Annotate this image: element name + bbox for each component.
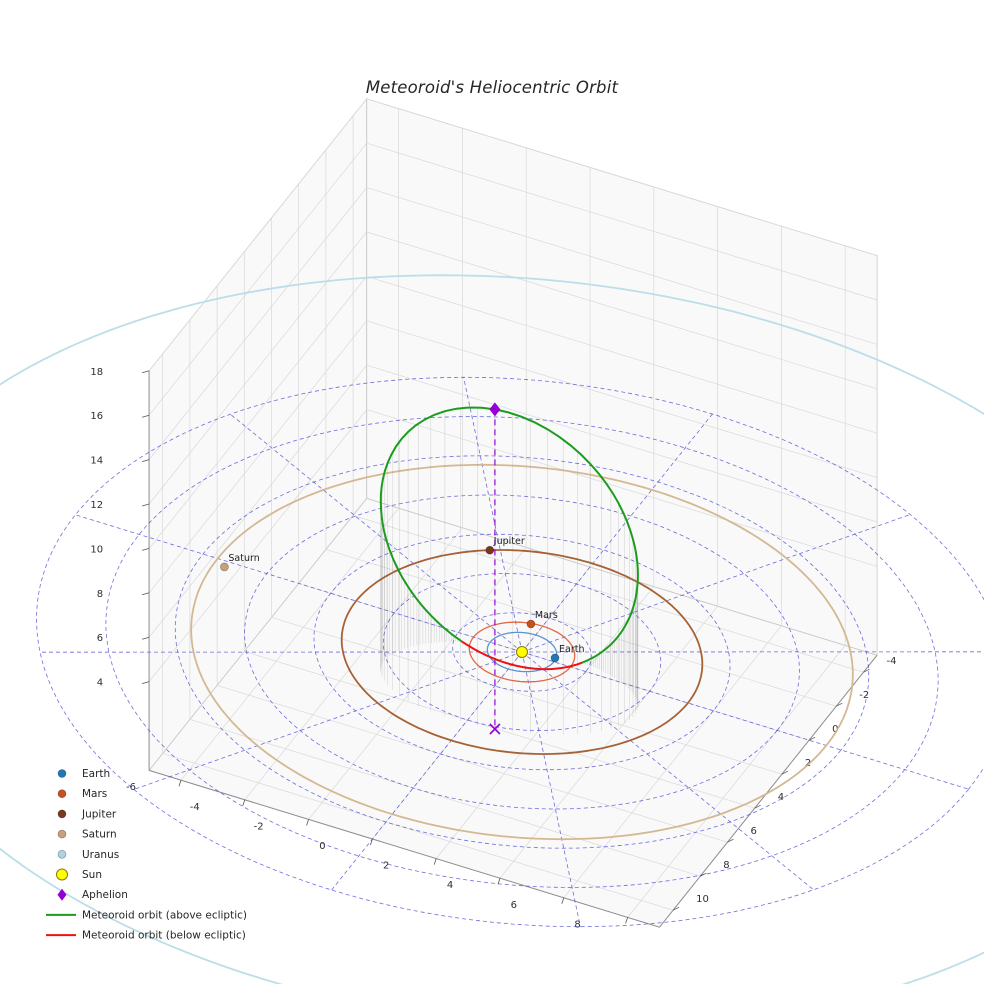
legend-marker-saturn <box>57 829 67 839</box>
polar-grid-spoke <box>463 377 523 653</box>
legend-item-sun: Sun <box>56 868 102 881</box>
axes-panes <box>148 97 878 928</box>
orbit-earth <box>486 631 558 673</box>
orbit-jupiter <box>340 549 704 755</box>
polar-grid-spoke <box>521 413 713 653</box>
polar-grid-spoke <box>521 514 911 653</box>
planet-label-jupiter: Jupiter <box>493 536 525 547</box>
x-tick-label: 4 <box>447 880 453 891</box>
legend-item-mars: Mars <box>57 788 107 800</box>
aphelion-marker <box>489 402 501 417</box>
legend-item-meteoroid-orbit-above-ecliptic: Meteoroid orbit (above ecliptic) <box>46 909 247 921</box>
legend-item-earth: Earth <box>57 768 110 780</box>
y-tick-label: 4 <box>778 792 784 803</box>
x-tick-label: -6 <box>126 782 136 793</box>
planet-label-saturn: Saturn <box>228 553 259 564</box>
legend-item-saturn: Saturn <box>57 829 117 841</box>
legend-label-meteoroid-orbit-below-ecliptic: Meteoroid orbit (below ecliptic) <box>82 930 246 942</box>
legend-marker-jupiter <box>57 809 67 819</box>
planet-label-mars: Mars <box>535 610 558 621</box>
ecliptic-polar-grid <box>36 376 984 928</box>
axes-spines <box>148 370 878 928</box>
planet-marker-jupiter <box>485 545 495 555</box>
planet-label-earth: Earth <box>559 644 584 655</box>
z-tick-label: 12 <box>90 500 103 511</box>
legend-label-mars: Mars <box>82 788 107 800</box>
orbit-mars <box>468 621 576 683</box>
polar-grid-spoke <box>75 514 523 653</box>
x-tick-label: 6 <box>511 900 517 911</box>
x-tick-label: -2 <box>254 821 264 832</box>
x-tick-label: -4 <box>190 802 200 813</box>
z-tick-label: 4 <box>97 678 103 689</box>
aphelion-group <box>489 402 501 735</box>
legend-marker-aphelion <box>57 888 67 901</box>
legend-item-jupiter: Jupiter <box>57 808 117 820</box>
legend-item-aphelion: Aphelion <box>57 888 128 901</box>
planet-marker-saturn <box>220 562 229 572</box>
legend-marker-earth <box>57 769 67 778</box>
polar-grid-circle <box>174 455 870 849</box>
chart-title: Meteoroid's Heliocentric Orbit <box>365 78 619 97</box>
z-tick-label: 6 <box>97 633 103 644</box>
legend-label-earth: Earth <box>82 768 110 780</box>
y-tick-label: 6 <box>751 826 757 837</box>
legend-label-saturn: Saturn <box>82 829 117 841</box>
z-tick-label: 16 <box>90 411 103 422</box>
z-tick-label: 10 <box>90 544 103 555</box>
meteoroid-orbit-below <box>461 640 583 671</box>
polar-grid-spoke <box>521 651 581 927</box>
x-axis-line <box>148 769 660 928</box>
y-tick-label: -2 <box>859 690 869 701</box>
legend-marker-sun <box>56 868 68 881</box>
y-tick-label: 8 <box>723 860 729 871</box>
legend-marker-uranus <box>57 849 67 859</box>
planet-markers: Earth Mars Jupiter Saturn <box>220 536 584 663</box>
x-tick-label: 8 <box>574 919 580 930</box>
y-axis-line <box>659 654 878 928</box>
legend-item-uranus: Uranus <box>57 849 119 861</box>
z-tick-label: 18 <box>90 367 103 378</box>
y-tick-label: 0 <box>832 724 838 735</box>
y-tick-label: 10 <box>696 894 709 905</box>
polar-grid-circle <box>36 376 984 928</box>
polar-grid-spoke <box>133 651 523 790</box>
planet-orbits <box>0 274 984 984</box>
x-tick-label: 2 <box>383 861 389 872</box>
y-tick-label: -4 <box>887 656 897 667</box>
polar-grid-spoke <box>521 651 969 790</box>
legend-marker-mars <box>57 789 67 799</box>
legend-item-meteoroid-orbit-below-ecliptic: Meteoroid orbit (below ecliptic) <box>46 930 246 942</box>
x-tick-label: 0 <box>319 841 325 852</box>
legend-label-jupiter: Jupiter <box>81 808 117 820</box>
legend-label-sun: Sun <box>82 869 102 881</box>
meteoroid-orbit-stems <box>380 407 639 735</box>
orbit-saturn <box>190 463 854 841</box>
legend-label-uranus: Uranus <box>82 849 119 861</box>
legend-label-aphelion: Aphelion <box>82 889 128 901</box>
z-tick-label: 14 <box>90 456 103 467</box>
legend-label-meteoroid-orbit-above-ecliptic: Meteoroid orbit (above ecliptic) <box>82 909 247 921</box>
sun-marker <box>516 646 528 658</box>
planet-marker-mars <box>526 619 536 629</box>
polar-grid-spoke <box>331 651 523 891</box>
z-tick-label: 8 <box>97 589 103 600</box>
planet-marker-earth <box>550 653 560 663</box>
legend: Earth Mars Jupiter Saturn Uranus Sun Aphelion M… <box>46 768 247 942</box>
